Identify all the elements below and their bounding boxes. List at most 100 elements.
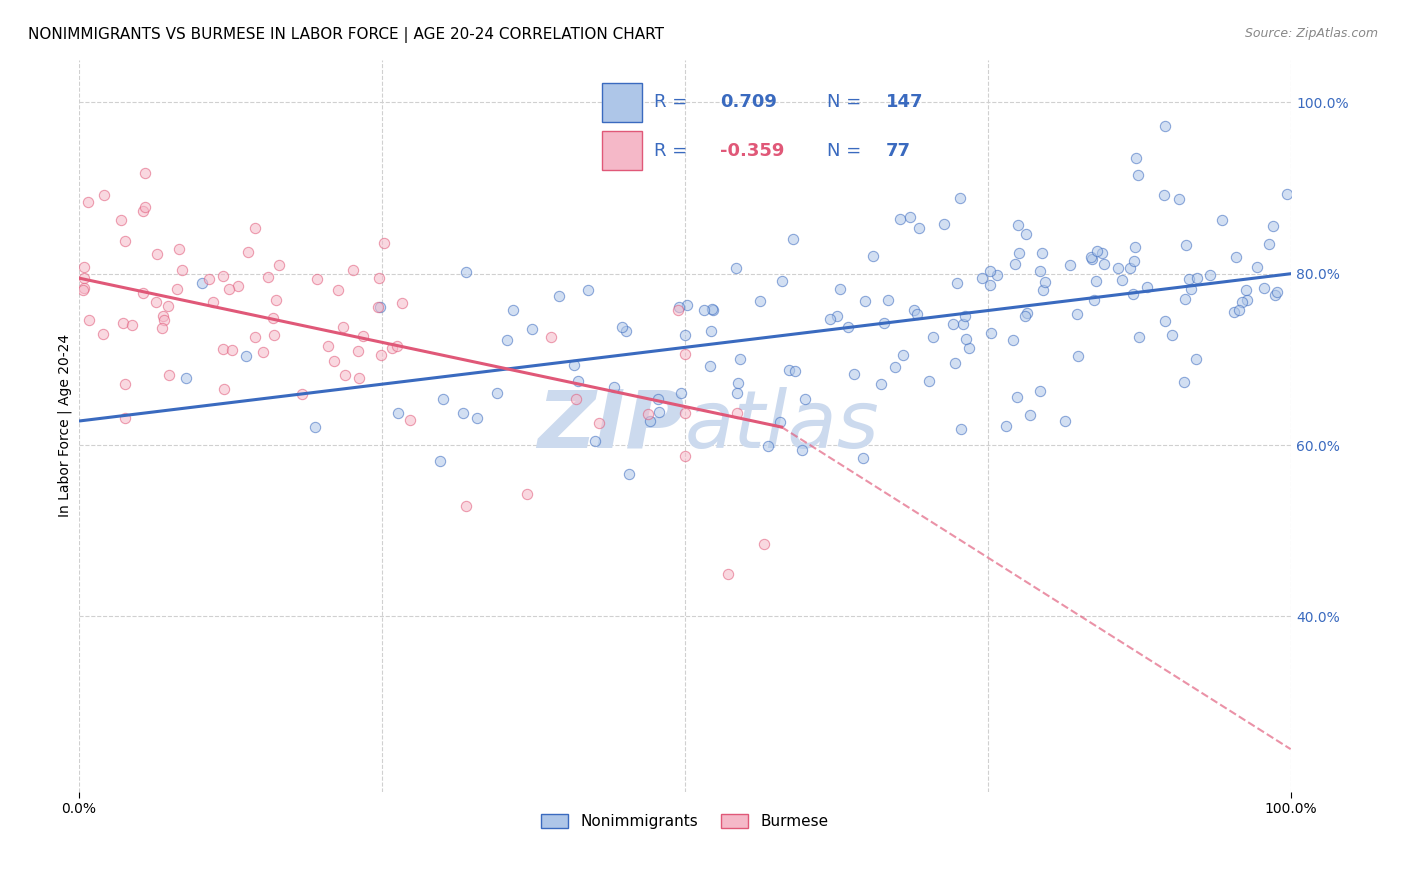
Point [986, 268, 1008, 282]
Point [145, 294, 167, 309]
Point [950, 422, 973, 436]
Point [174, 371, 197, 385]
Point [132, 285, 155, 300]
Point [1107, 261, 1129, 276]
Point [673, 327, 696, 342]
Point [1261, 219, 1284, 233]
Point [853, 293, 876, 308]
Point [381, 341, 404, 355]
Point [1185, 271, 1208, 285]
Point [647, 392, 669, 406]
Point [198, 271, 221, 285]
Point [673, 406, 696, 420]
Point [347, 370, 370, 384]
Point [391, 295, 413, 310]
Point [367, 301, 389, 315]
Point [1180, 282, 1202, 296]
Point [770, 274, 793, 288]
Point [370, 348, 392, 362]
Point [790, 443, 813, 458]
Point [778, 363, 800, 377]
Point [1128, 168, 1150, 182]
Point [77, 312, 100, 326]
Point [316, 339, 339, 353]
Point [305, 272, 328, 286]
Point [952, 317, 974, 331]
Point [1234, 283, 1257, 297]
Point [266, 293, 288, 308]
Point [454, 265, 477, 279]
Point [583, 434, 606, 449]
Point [1028, 384, 1050, 398]
Point [368, 300, 391, 314]
Point [516, 487, 538, 501]
Point [889, 211, 911, 226]
Point [903, 303, 925, 318]
Point [979, 264, 1001, 278]
Point [485, 386, 508, 401]
Point [1222, 305, 1244, 319]
Point [725, 260, 748, 275]
Point [453, 406, 475, 420]
Point [942, 318, 965, 332]
Point [93, 188, 115, 202]
Point [456, 499, 478, 513]
Point [114, 411, 136, 425]
Point [1004, 257, 1026, 271]
Point [1017, 306, 1039, 320]
Point [891, 347, 914, 361]
Point [725, 406, 748, 420]
Point [1119, 260, 1142, 275]
Point [666, 302, 689, 317]
Point [1253, 281, 1275, 295]
Point [1168, 193, 1191, 207]
Point [1091, 246, 1114, 260]
Point [304, 420, 326, 434]
Text: N =: N = [827, 142, 860, 160]
Point [328, 283, 350, 297]
Point [602, 380, 624, 394]
Point [110, 213, 132, 227]
Point [995, 419, 1018, 434]
Point [610, 320, 633, 334]
Text: NONIMMIGRANTS VS BURMESE IN LABOR FORCE | AGE 20-24 CORRELATION CHART: NONIMMIGRANTS VS BURMESE IN LABOR FORCE … [28, 27, 664, 43]
Point [852, 450, 875, 465]
Point [1246, 260, 1268, 275]
Point [830, 282, 852, 296]
Point [818, 311, 841, 326]
Point [754, 537, 776, 551]
Point [547, 289, 569, 303]
Point [1008, 245, 1031, 260]
Point [166, 282, 188, 296]
Point [170, 263, 193, 277]
Point [134, 200, 156, 214]
Point [157, 368, 180, 382]
Point [1125, 151, 1147, 165]
Point [1123, 240, 1146, 254]
Point [218, 282, 240, 296]
Point [1092, 257, 1115, 271]
Point [1230, 295, 1253, 310]
Point [749, 294, 772, 309]
Point [702, 301, 724, 316]
Point [1085, 244, 1108, 258]
Point [212, 382, 235, 396]
Point [727, 376, 749, 390]
Point [235, 349, 257, 363]
Point [1007, 219, 1029, 233]
Point [77, 194, 100, 209]
Text: -0.359: -0.359 [720, 142, 785, 160]
Point [1178, 271, 1201, 285]
Point [576, 283, 599, 297]
Point [111, 316, 134, 330]
Point [495, 333, 517, 347]
Point [1029, 264, 1052, 278]
Point [368, 270, 391, 285]
Point [522, 322, 544, 336]
Point [793, 392, 815, 406]
Point [114, 376, 136, 391]
Point [263, 328, 285, 343]
Point [980, 326, 1002, 341]
Text: R =: R = [654, 94, 686, 112]
Point [1128, 330, 1150, 344]
